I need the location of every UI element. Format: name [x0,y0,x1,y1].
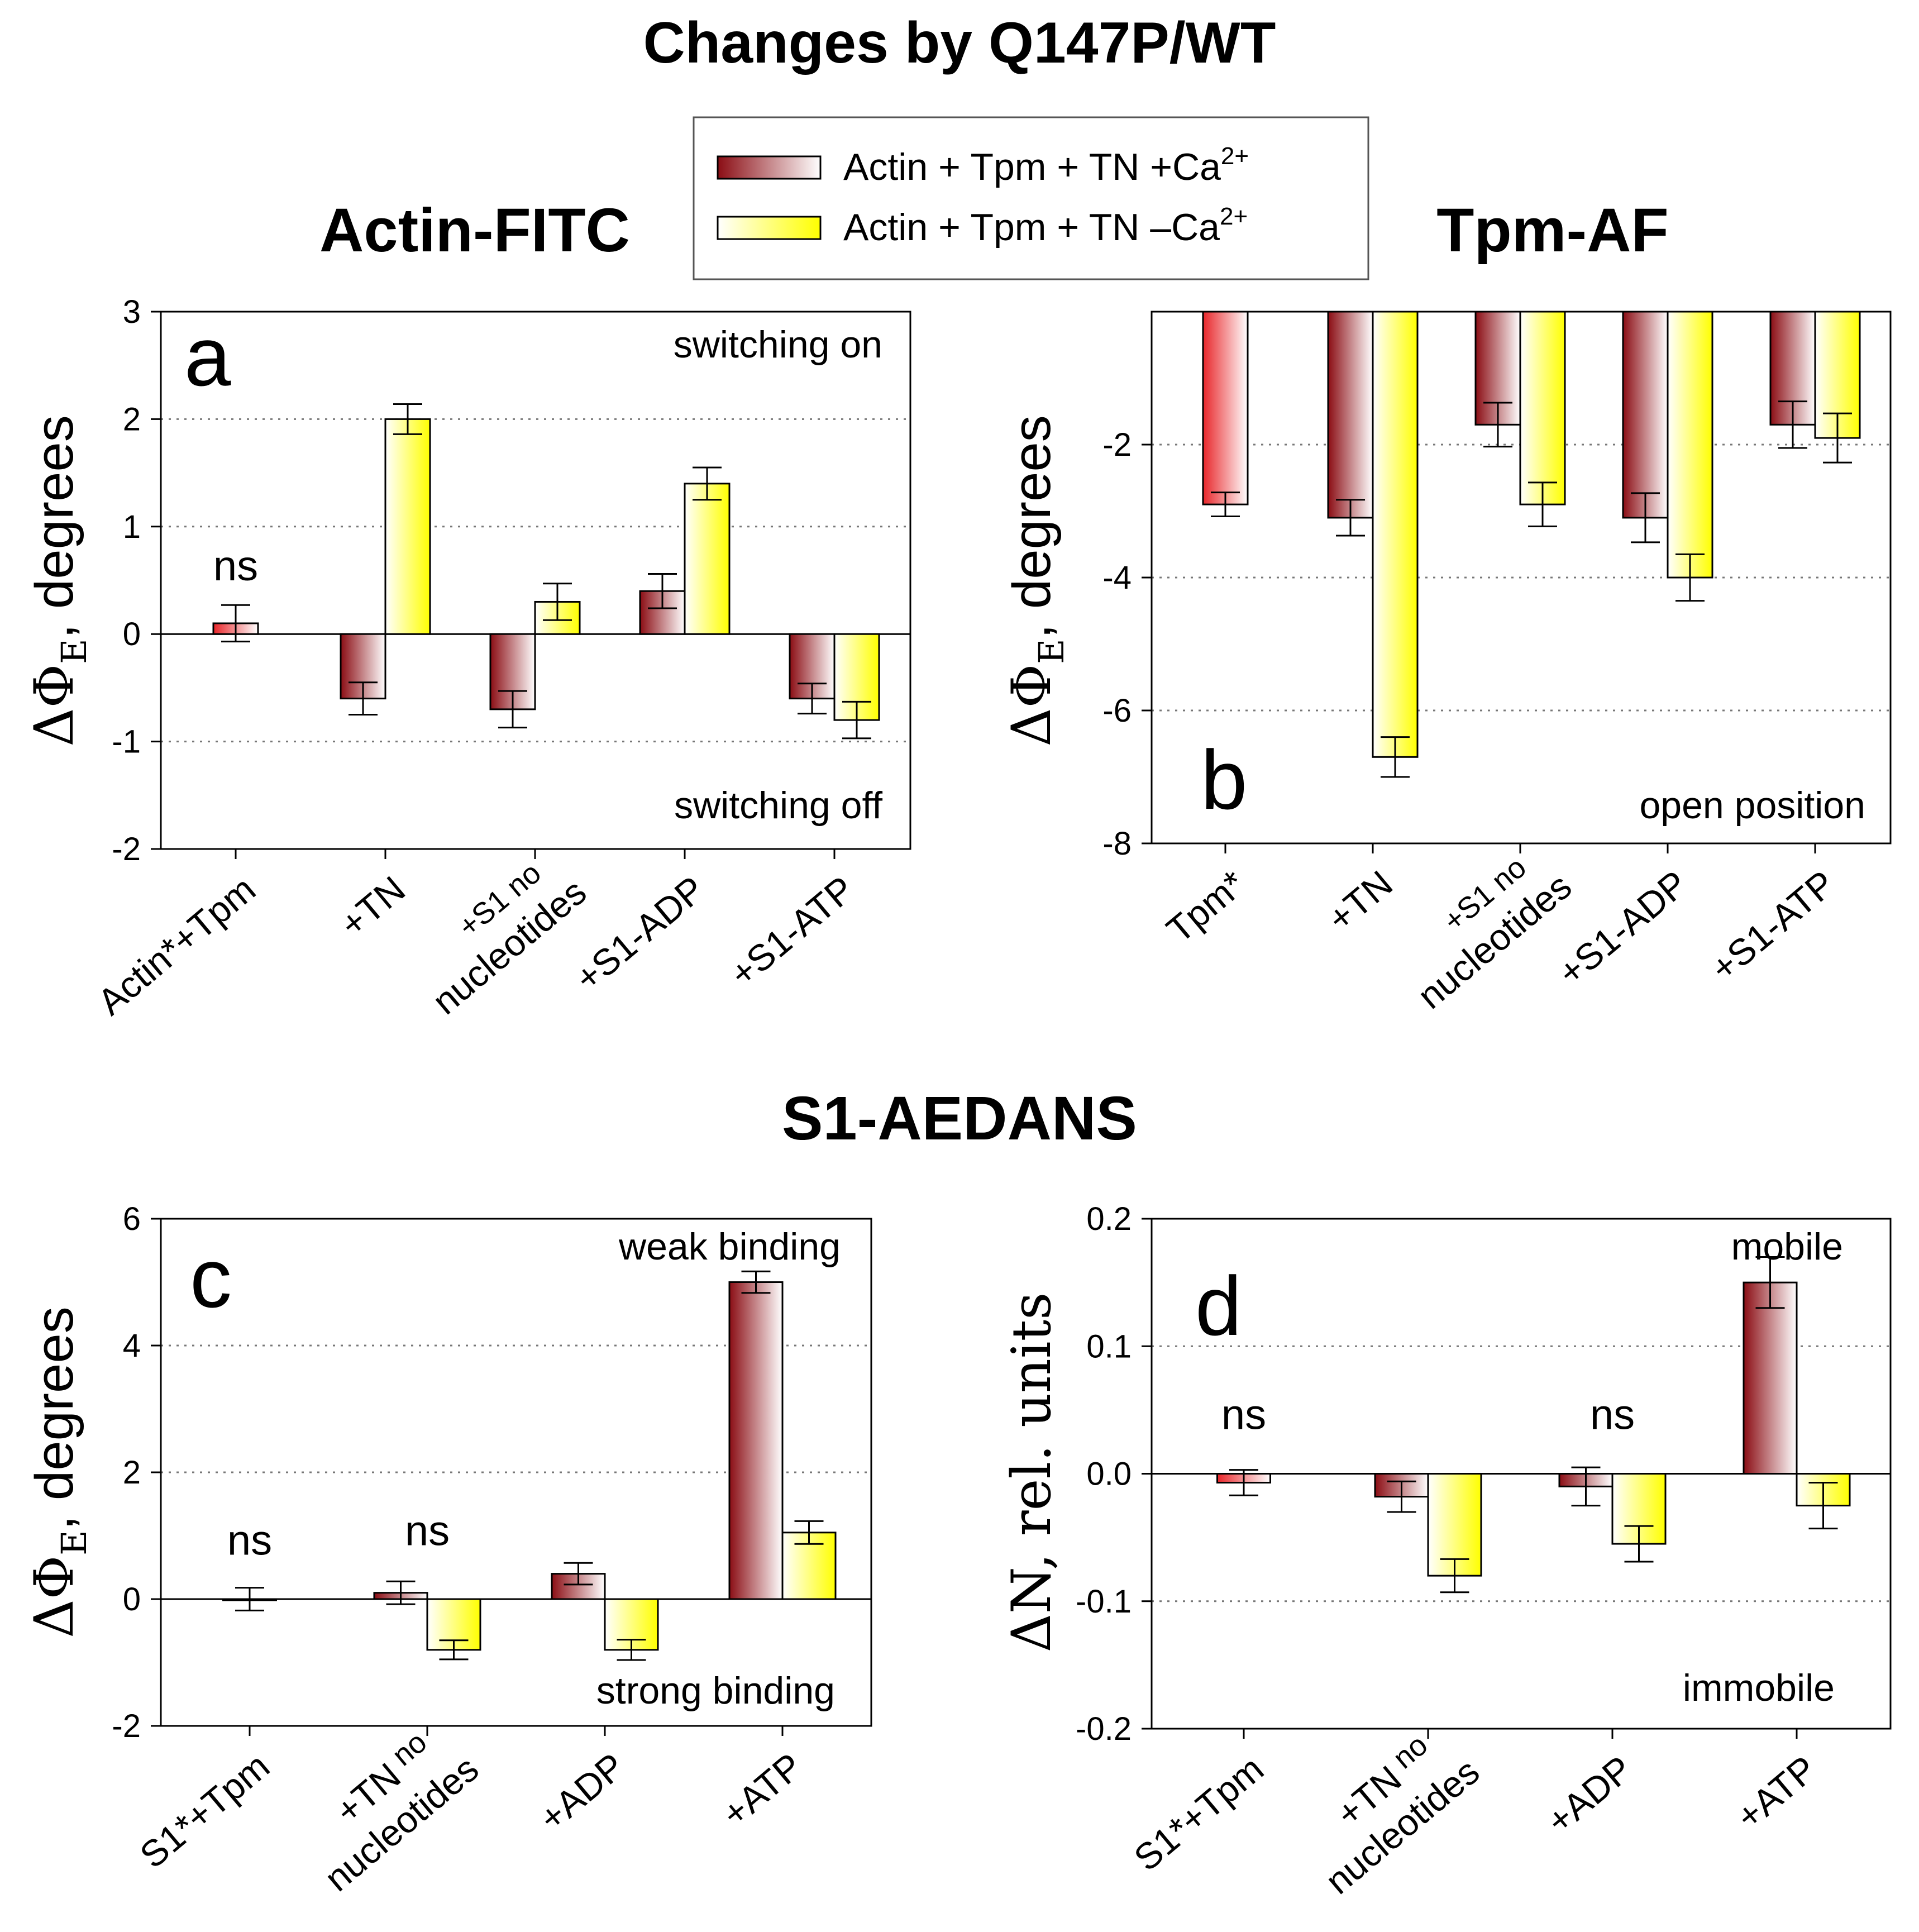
legend-swatch-yellow [717,216,822,240]
y-tick-label: -0.2 [1076,1711,1132,1747]
y-axis-label: ΔN, rel. units [1000,1292,1063,1653]
annotation-bottom: strong binding [596,1669,835,1712]
x-category-text: +TN [1320,862,1400,939]
x-category-text: +ATP [714,1745,810,1835]
y-tick-label: 0 [123,1581,141,1618]
x-category-text: +S1-ADP [1550,862,1695,994]
legend-label-yellow: Actin + Tpm + TN –Ca2+ [843,203,1248,249]
legend-swatch-red [717,155,822,180]
y-tick-label: 1 [123,509,141,545]
figure-title: Changes by Q147P/WT [643,11,1276,75]
bar-red [1622,311,1669,519]
y-tick-label: -4 [1102,560,1132,596]
x-category-text: +S1-ATP [1703,862,1842,989]
annotation-top: switching on [674,323,882,366]
x-category-label: S1*+Tpm [132,1745,277,1876]
annotation-bottom: open position [1639,784,1865,827]
plot-frame [160,311,911,850]
x-category-label: Tpm* [1159,862,1253,951]
y-tick-label: 0.2 [1086,1201,1132,1237]
annotation-top: weak binding [618,1225,841,1268]
ns-label: ns [1590,1391,1635,1439]
annotation-bottom: switching off [674,784,882,827]
x-category-label: +TN [1320,862,1400,939]
x-category-label: +ATP [714,1745,810,1835]
panel-letter: b [1201,733,1247,827]
x-category-label: +ADP [531,1745,632,1839]
ns-label: ns [1221,1391,1266,1439]
bar-yellow [1372,311,1419,758]
legend: Actin + Tpm + TN +Ca2+ Actin + Tpm + TN … [693,116,1369,280]
panel-letter: d [1195,1259,1242,1353]
x-category-label: +S1-ATP [722,868,862,995]
y-tick-label: -2 [112,831,141,867]
x-category-text: Tpm* [1159,862,1253,951]
ns-label: ns [213,542,258,590]
x-category-text: S1*+Tpm [1126,1748,1271,1879]
section-title: S1-AEDANS [782,1084,1137,1153]
x-category-label: +ATP [1728,1748,1824,1838]
legend-label-red: Actin + Tpm + TN +Ca2+ [843,142,1249,188]
y-tick-label: 4 [123,1328,141,1364]
y-tick-label: -0.1 [1076,1583,1132,1620]
bar-yellow [684,483,731,635]
x-category-label: +S1-ADP [567,868,712,999]
y-tick-label: 6 [123,1201,141,1237]
x-category-text: +ADP [1539,1748,1640,1842]
bar-control [1202,311,1249,505]
panel-letter: a [184,309,231,403]
y-tick-label: -2 [1102,427,1132,463]
bar-yellow [384,418,431,635]
y-tick-label: 3 [123,294,141,330]
x-category-text: +ADP [531,1745,632,1839]
panel-letter: c [190,1231,232,1325]
y-tick-label: 2 [123,1454,141,1491]
bar-yellow [1519,311,1566,505]
bar-red [1743,1281,1798,1475]
x-category-text: +ATP [1728,1748,1824,1838]
x-category-text: Actin*+Tpm [90,868,263,1023]
y-tick-label: 2 [123,401,141,437]
panel-a-title: Actin-FITC [319,196,630,265]
x-category-label: +TN [332,868,413,945]
x-category-label: S1*+Tpm [1126,1748,1271,1879]
ns-label: ns [227,1517,272,1564]
y-axis-label: ΔΦE, degrees [23,1306,94,1638]
y-tick-label: -8 [1102,826,1132,862]
x-category-label: +S1-ADP [1550,862,1695,994]
bar-yellow [1667,311,1713,579]
annotation-top: mobile [1731,1225,1843,1268]
y-axis-label: ΔΦE, degrees [1000,415,1072,747]
x-category-text: +S1-ADP [567,868,712,999]
x-category-label: +ADP [1539,1748,1640,1842]
x-category-text: +S1-ATP [722,868,862,995]
panel-d: -0.2 -0.1 0.0 0.1 0.2 S1*+Tpm +TN nonucleotide… [1000,1201,1892,1902]
annotation-bottom: immobile [1683,1667,1835,1709]
x-category-label: +S1-ATP [1703,862,1842,989]
y-tick-label: -2 [112,1708,141,1744]
y-tick-label: 0.0 [1086,1456,1132,1492]
y-axis-label: ΔΦE, degrees [23,415,94,747]
bar-red [728,1281,784,1600]
x-category-text: S1*+Tpm [132,1745,277,1876]
y-tick-label: -1 [112,724,141,760]
y-tick-label: 0 [123,616,141,652]
x-category-text: +TN [332,868,413,945]
y-tick-label: -6 [1102,693,1132,729]
y-tick-label: 0.1 [1086,1328,1132,1365]
panel-b-title: Tpm-AF [1436,196,1668,265]
ns-label: ns [405,1508,450,1555]
x-category-label: Actin*+Tpm [90,868,263,1023]
bar-red [1327,311,1374,519]
